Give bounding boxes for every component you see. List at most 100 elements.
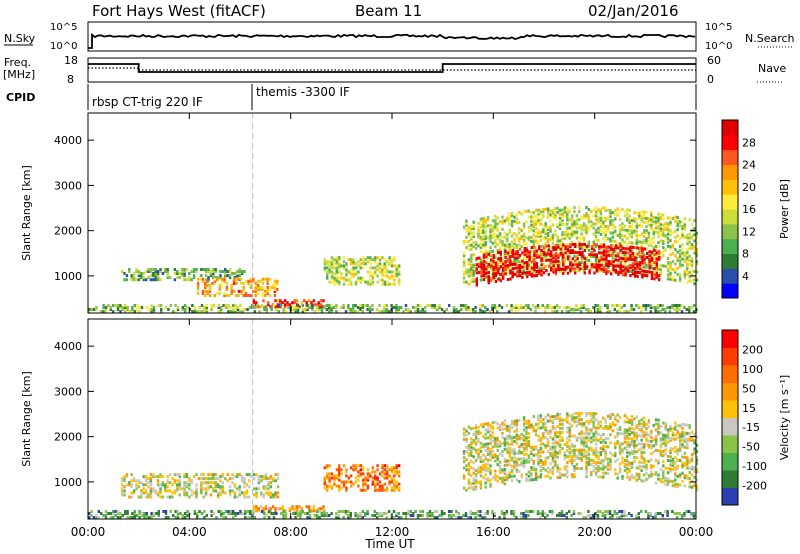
data-cell [240, 475, 244, 479]
data-cell [612, 266, 615, 270]
data-cell [577, 308, 580, 311]
data-cell [257, 477, 261, 481]
data-cell [622, 251, 625, 254]
data-cell [499, 265, 502, 268]
data-cell [131, 308, 134, 311]
data-cell [228, 491, 232, 495]
data-cell [585, 456, 588, 460]
data-cell [220, 283, 224, 287]
data-cell [255, 495, 258, 499]
data-cell [132, 479, 136, 483]
data-cell [534, 241, 538, 245]
data-cell [535, 270, 538, 273]
data-cell [638, 240, 641, 244]
data-cell [693, 247, 696, 251]
data-cell [503, 516, 506, 520]
data-cell [669, 228, 672, 232]
data-cell [164, 306, 168, 309]
data-cell [374, 474, 377, 478]
data-cell [563, 214, 567, 218]
data-cell [132, 491, 136, 495]
data-cell [494, 473, 497, 477]
data-cell [688, 279, 691, 283]
data-cell [397, 516, 400, 520]
data-cell [534, 218, 538, 222]
data-cell [537, 416, 540, 420]
data-cell [662, 231, 665, 235]
data-cell [192, 475, 196, 479]
data-cell [462, 466, 466, 470]
data-cell [218, 287, 221, 291]
data-cell [568, 306, 571, 309]
data-cell [530, 235, 533, 239]
data-cell [594, 430, 598, 434]
data-cell [200, 268, 203, 271]
data-cell [534, 467, 538, 471]
data-cell [638, 252, 641, 256]
data-cell [590, 210, 593, 214]
data-cell [404, 512, 408, 515]
data-cell [173, 473, 177, 477]
data-cell [508, 310, 511, 314]
data-cell [191, 310, 194, 314]
data-cell [509, 271, 512, 275]
data-cell [478, 264, 481, 268]
data-cell [176, 512, 180, 515]
data-cell [552, 268, 555, 272]
data-cell [513, 419, 516, 423]
data-cell [107, 304, 110, 307]
data-cell [366, 280, 370, 284]
data-cell [202, 477, 205, 481]
data-cell [137, 270, 141, 273]
data-cell [185, 475, 189, 479]
data-cell [594, 222, 598, 226]
data-cell [678, 273, 682, 277]
data-cell [243, 491, 246, 495]
data-cell [621, 456, 624, 460]
data-cell [223, 294, 226, 297]
data-cell [271, 505, 275, 509]
data-cell [618, 425, 622, 429]
data-cell [470, 247, 473, 251]
data-cell [546, 207, 550, 211]
data-cell [629, 247, 632, 251]
data-cell [585, 258, 588, 262]
data-cell [390, 468, 394, 472]
data-cell [551, 472, 555, 476]
data-cell [209, 272, 213, 275]
data-cell [542, 208, 545, 211]
data-cell [496, 463, 499, 467]
data-cell [580, 430, 583, 434]
data-cell [635, 304, 638, 307]
data-cell [503, 419, 507, 423]
data-cell [357, 278, 360, 282]
data-cell [634, 246, 637, 250]
data-cell [171, 495, 174, 499]
data-cell [654, 230, 658, 234]
data-cell [626, 461, 629, 465]
data-cell [511, 263, 514, 266]
data-cell [267, 493, 270, 497]
data-cell [575, 269, 579, 273]
data-cell [474, 310, 477, 314]
data-cell [556, 435, 559, 439]
data-cell [650, 219, 653, 223]
data-cell [359, 472, 362, 476]
data-cell [250, 475, 253, 479]
data-cell [352, 308, 355, 311]
data-cell [499, 273, 502, 277]
data-cell [533, 268, 536, 272]
data-cell [472, 241, 475, 245]
data-cell [176, 485, 179, 489]
data-cell [568, 438, 571, 442]
data-cell [126, 516, 129, 520]
data-cell [623, 436, 627, 440]
data-cell [295, 507, 299, 511]
data-cell [474, 481, 478, 485]
data-cell [534, 431, 538, 434]
data-cell [587, 446, 591, 450]
data-cell [573, 473, 576, 477]
data-cell [114, 514, 117, 517]
data-cell [619, 256, 622, 260]
data-cell [580, 228, 583, 232]
